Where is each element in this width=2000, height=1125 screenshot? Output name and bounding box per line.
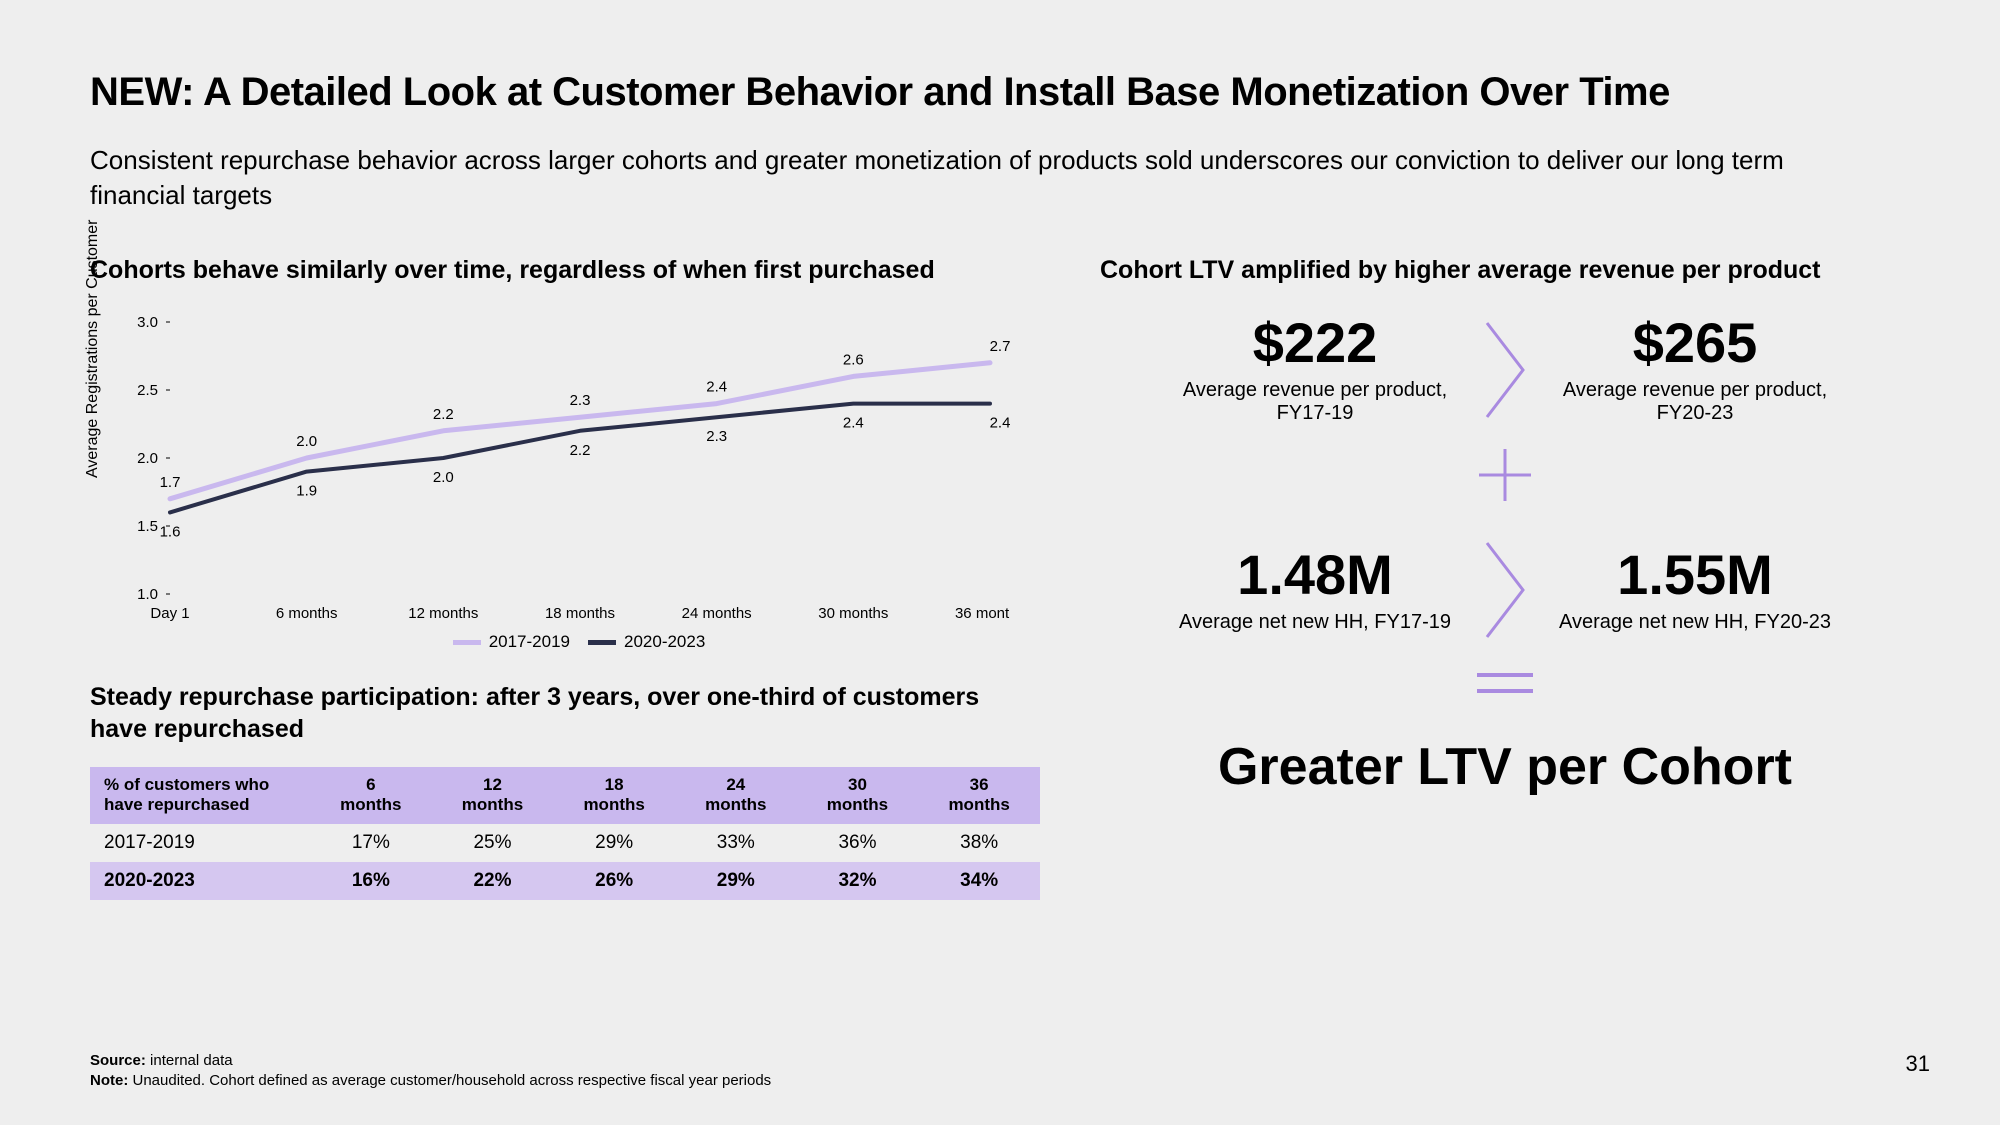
right-column: Cohort LTV amplified by higher average r… xyxy=(1100,255,1910,900)
svg-text:2.0: 2.0 xyxy=(296,433,317,450)
metric-hh-left: 1.48M Average net new HH, FY17-19 xyxy=(1165,546,1465,634)
source-text: internal data xyxy=(150,1052,233,1069)
conclusion-text: Greater LTV per Cohort xyxy=(1100,737,1910,797)
metric-sub: Average revenue per product, FY17-19 xyxy=(1165,379,1465,425)
two-column-layout: Cohorts behave similarly over time, rega… xyxy=(90,255,1910,900)
svg-text:2.2: 2.2 xyxy=(570,442,591,459)
equals-icon xyxy=(1100,663,1910,703)
svg-text:1.7: 1.7 xyxy=(160,474,181,491)
metric-big: $222 xyxy=(1165,314,1465,373)
svg-text:2.3: 2.3 xyxy=(706,429,727,446)
metric-row-households: 1.48M Average net new HH, FY17-19 1.55M … xyxy=(1100,535,1910,645)
svg-text:18 months: 18 months xyxy=(545,605,615,622)
svg-text:Day 1: Day 1 xyxy=(150,605,189,622)
page-title: NEW: A Detailed Look at Customer Behavio… xyxy=(90,70,1910,115)
note-text: Unaudited. Cohort defined as average cus… xyxy=(133,1072,772,1089)
subtitle: Consistent repurchase behavior across la… xyxy=(90,143,1850,213)
metric-revenue-left: $222 Average revenue per product, FY17-1… xyxy=(1165,314,1465,425)
metric-big: 1.48M xyxy=(1165,546,1465,605)
table-title: Steady repurchase participation: after 3… xyxy=(90,682,1040,745)
slide: NEW: A Detailed Look at Customer Behavio… xyxy=(0,0,2000,1125)
svg-text:1.0: 1.0 xyxy=(137,586,158,603)
chevron-right-icon xyxy=(1475,535,1535,645)
svg-text:12 months: 12 months xyxy=(408,605,478,622)
source-label: Source: xyxy=(90,1052,146,1069)
note-label: Note: xyxy=(90,1072,128,1089)
svg-text:1.5: 1.5 xyxy=(137,518,158,535)
svg-text:3.0: 3.0 xyxy=(137,314,158,331)
left-column: Cohorts behave similarly over time, rega… xyxy=(90,255,1040,900)
chevron-right-icon xyxy=(1475,315,1535,425)
chart-y-axis-label: Average Registrations per Customer xyxy=(84,220,102,479)
svg-text:2.0: 2.0 xyxy=(433,469,454,486)
svg-text:2.2: 2.2 xyxy=(433,406,454,423)
svg-text:2.5: 2.5 xyxy=(137,382,158,399)
metric-sub: Average net new HH, FY17-19 xyxy=(1165,611,1465,634)
chart-title: Cohorts behave similarly over time, rega… xyxy=(90,255,1040,286)
svg-text:1.6: 1.6 xyxy=(160,524,181,541)
svg-text:6 months: 6 months xyxy=(276,605,338,622)
svg-text:2.4: 2.4 xyxy=(990,415,1010,432)
metric-hh-right: 1.55M Average net new HH, FY20-23 xyxy=(1545,546,1845,634)
metric-big: $265 xyxy=(1545,314,1845,373)
svg-text:2.6: 2.6 xyxy=(843,352,864,369)
svg-text:2.3: 2.3 xyxy=(570,393,591,410)
svg-text:30 months: 30 months xyxy=(818,605,888,622)
line-chart: Average Registrations per Customer 1.01.… xyxy=(100,308,1040,648)
metric-row-revenue: $222 Average revenue per product, FY17-1… xyxy=(1100,314,1910,425)
plus-icon xyxy=(1100,443,1910,507)
metric-sub: Average net new HH, FY20-23 xyxy=(1545,611,1845,634)
svg-text:36 months: 36 months xyxy=(955,605,1010,622)
right-title: Cohort LTV amplified by higher average r… xyxy=(1100,255,1910,286)
page-number: 31 xyxy=(1906,1051,1930,1077)
metric-big: 1.55M xyxy=(1545,546,1845,605)
svg-text:2.7: 2.7 xyxy=(990,338,1010,355)
svg-text:2.4: 2.4 xyxy=(843,415,864,432)
metric-sub: Average revenue per product, FY20-23 xyxy=(1545,379,1845,425)
svg-text:24 months: 24 months xyxy=(682,605,752,622)
repurchase-table: % of customers who have repurchased6mont… xyxy=(90,767,1040,900)
chart-legend: 2017-20192020-2023 xyxy=(100,632,1040,652)
svg-text:2.4: 2.4 xyxy=(706,379,727,396)
svg-text:2.0: 2.0 xyxy=(137,450,158,467)
line-chart-svg: 1.0 1.5 2.0 2.5 3.0 Day 1 6 months 12 months 18 … xyxy=(100,308,1010,628)
svg-text:1.9: 1.9 xyxy=(296,483,317,500)
metric-revenue-right: $265 Average revenue per product, FY20-2… xyxy=(1545,314,1845,425)
footer-notes: Source: internal data Note: Unaudited. C… xyxy=(90,1051,771,1092)
